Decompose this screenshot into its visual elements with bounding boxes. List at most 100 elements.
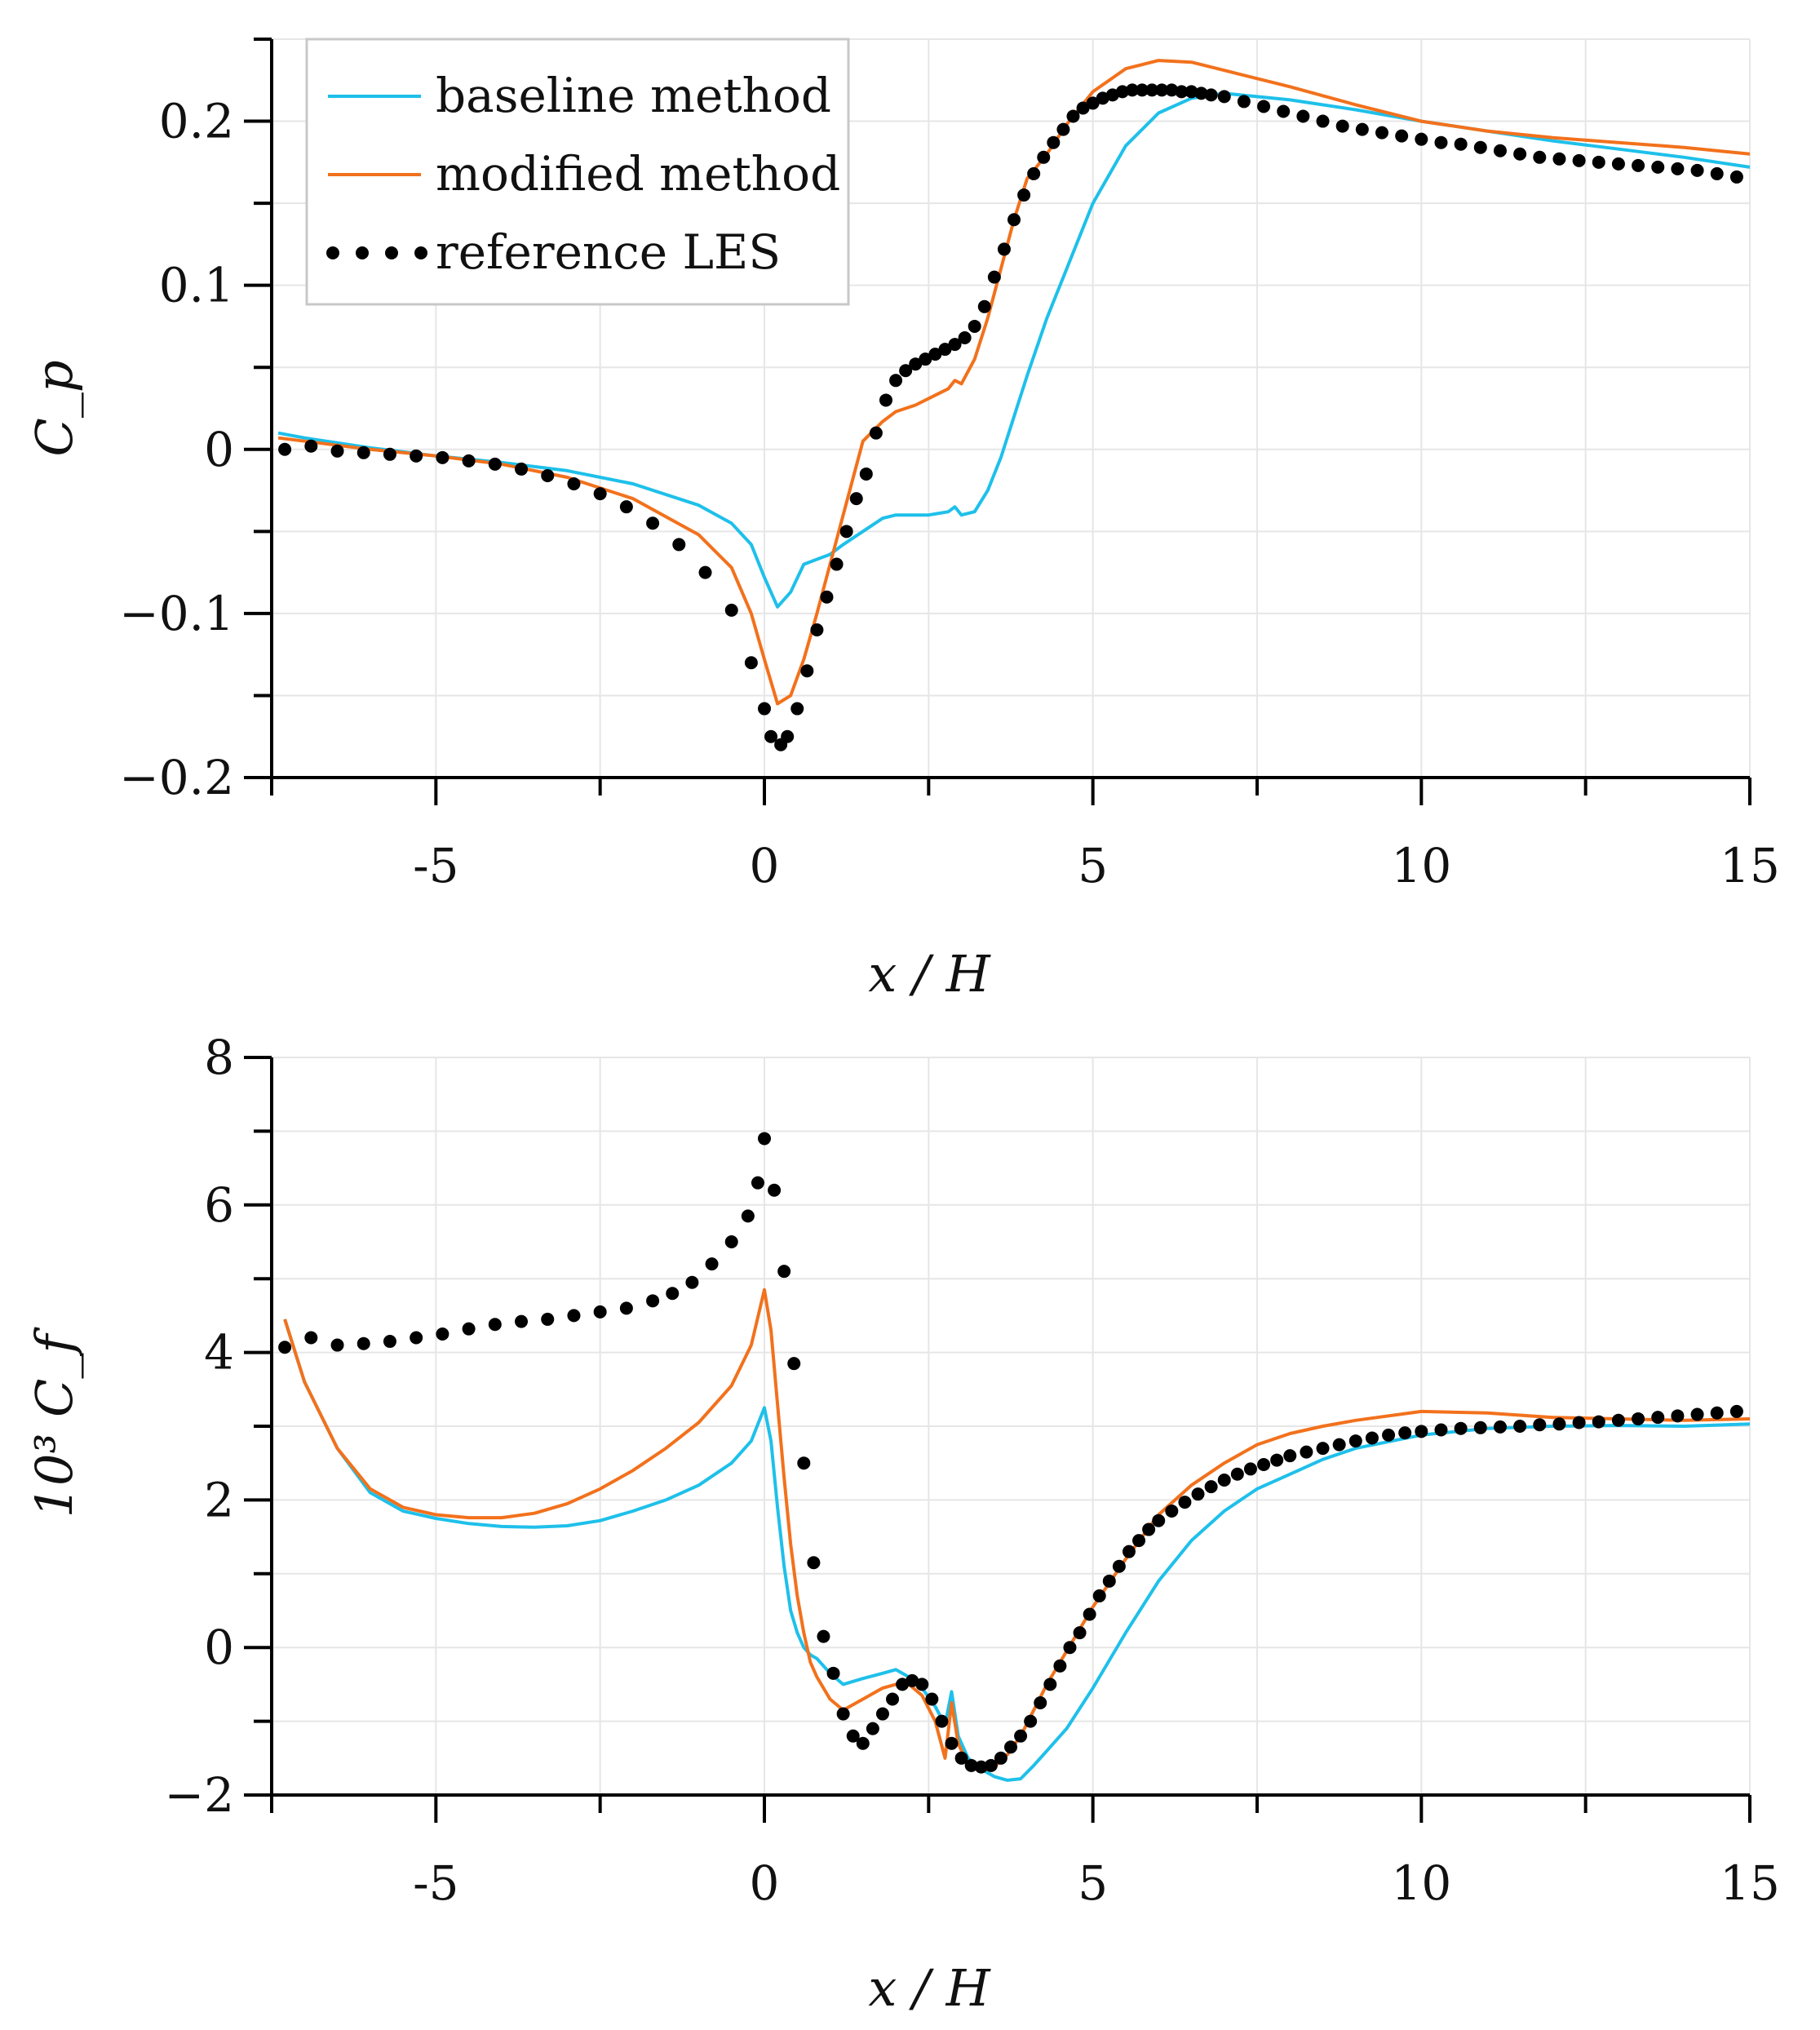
legend-label: baseline method [436, 68, 831, 123]
data-point [488, 1318, 502, 1332]
y-tick-label: −0.1 [119, 586, 234, 641]
x-tick-label: 5 [1078, 838, 1108, 893]
data-point [1277, 104, 1291, 118]
legend-dot [414, 246, 427, 259]
data-point [879, 393, 892, 407]
data-point [1415, 132, 1428, 146]
data-point [1092, 1589, 1106, 1602]
data-point [1217, 1473, 1231, 1487]
data-point [1671, 1409, 1685, 1423]
data-point [764, 729, 778, 743]
data-point [1178, 1496, 1192, 1509]
x-tick-label: 10 [1391, 838, 1451, 893]
data-point [304, 439, 318, 453]
data-point [974, 1760, 988, 1774]
data-point [436, 1327, 449, 1341]
data-point [1671, 162, 1685, 175]
y-tick-label: 6 [204, 1177, 234, 1233]
data-point [935, 1714, 949, 1728]
data-point [1066, 109, 1080, 123]
y-tick-label: 0.1 [159, 258, 234, 313]
data-point [751, 1176, 764, 1190]
data-point [948, 338, 962, 352]
data-point [1473, 140, 1487, 154]
series-modified-method [283, 1288, 1751, 1774]
data-point [1729, 170, 1743, 184]
data-point [567, 1309, 581, 1323]
data-point [515, 1314, 529, 1328]
data-point [1552, 152, 1566, 166]
data-point [1132, 1534, 1146, 1548]
data-point [356, 1336, 370, 1350]
legend-entry: modified method [328, 146, 840, 202]
data-point [977, 299, 991, 313]
data-point [777, 1265, 791, 1279]
data-point [1382, 1428, 1396, 1442]
y-axis-title: 10³ C_f [24, 1327, 84, 1518]
data-point [1230, 1467, 1244, 1481]
x-tick-label: 15 [1720, 1855, 1780, 1911]
data-point [1145, 83, 1159, 97]
data-point [1053, 1659, 1067, 1673]
data-point [886, 1692, 900, 1706]
data-point [1632, 1412, 1645, 1425]
data-point [909, 357, 923, 371]
legend-box [305, 38, 850, 306]
data-point [705, 1257, 719, 1271]
data-point [958, 331, 972, 345]
data-point [790, 702, 804, 716]
y-axis-title: C_p [24, 360, 84, 456]
y-tick-label: −0.2 [119, 750, 234, 805]
data-point [810, 623, 824, 636]
data-point [1316, 114, 1330, 128]
x-tick-label: 0 [750, 838, 780, 893]
data-point [1592, 155, 1605, 169]
data-point [724, 603, 738, 617]
data-point [1332, 1438, 1346, 1452]
data-point [758, 702, 771, 716]
data-point [1125, 83, 1139, 97]
data-point [1004, 1740, 1017, 1754]
data-point [987, 270, 1001, 284]
data-point [1552, 1417, 1566, 1431]
x-axis-title: x / H [868, 944, 991, 1004]
grid [271, 1057, 1751, 1796]
data-point [1493, 144, 1507, 157]
data-point [462, 1322, 476, 1336]
data-point [1572, 1416, 1586, 1429]
x-tick-label: 15 [1720, 838, 1780, 893]
data-point [666, 1287, 680, 1301]
data-point [1572, 153, 1586, 167]
data-point [685, 1275, 699, 1289]
series-line [277, 91, 1751, 609]
data-point [1115, 85, 1129, 99]
data-point [304, 1331, 318, 1345]
data-point [896, 1678, 910, 1691]
series-reference-les [278, 83, 1743, 751]
series-baseline-method [277, 91, 1751, 609]
data-point [1454, 137, 1468, 151]
data-point [997, 242, 1011, 256]
data-point [1056, 122, 1070, 136]
data-point [1217, 90, 1231, 104]
legend: baseline method modified method reference … [305, 38, 850, 306]
data-point [330, 1338, 344, 1352]
data-point [278, 442, 292, 456]
y-tick-label: −2 [165, 1767, 235, 1823]
plot-area [277, 59, 1751, 751]
data-point [278, 1341, 292, 1354]
data-point [1257, 100, 1271, 113]
data-point [1086, 96, 1100, 110]
data-point [968, 319, 981, 333]
data-point [1398, 1426, 1412, 1440]
series-modified-method [277, 59, 1751, 706]
data-point [619, 1301, 633, 1315]
data-point [1165, 83, 1179, 97]
data-point [383, 447, 396, 461]
data-point [945, 1736, 959, 1750]
data-point [994, 1751, 1007, 1765]
data-point [356, 445, 370, 459]
data-point [1651, 160, 1665, 174]
data-point [541, 1312, 555, 1326]
